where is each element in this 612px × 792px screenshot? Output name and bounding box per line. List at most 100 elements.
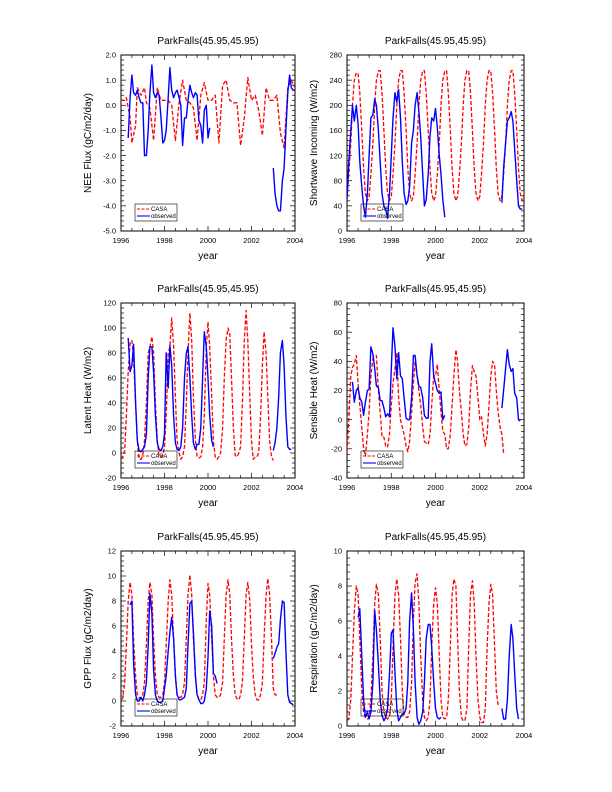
y-tick-label: 120 (329, 151, 342, 160)
legend-label: observed (151, 461, 176, 467)
y-tick-label: -4.0 (103, 202, 116, 211)
x-axis-label: year (426, 746, 446, 757)
y-tick-label: 280 (329, 51, 342, 60)
y-tick-label: 60 (108, 374, 116, 383)
chart-title: ParkFalls(45.95,45.95) (157, 532, 258, 543)
series-line-observed (357, 592, 520, 725)
x-tick-label: 1996 (339, 236, 356, 245)
series-line-observed (351, 327, 521, 422)
y-tick-label: 40 (334, 357, 342, 366)
legend-box (360, 450, 404, 469)
y-tick-label: -2.0 (103, 151, 116, 160)
x-tick-label: 2004 (287, 236, 304, 245)
series-line-casa (347, 573, 499, 724)
x-tick-label: 2002 (243, 731, 260, 740)
legend-box (134, 203, 178, 222)
y-tick-label: 100 (103, 324, 116, 333)
y-tick-label: -20 (331, 445, 342, 454)
y-axis-label: NEE Flux (gC/m2/day) (83, 93, 94, 193)
legend-label: observed (377, 709, 402, 715)
x-tick-label: 1996 (113, 731, 130, 740)
x-tick-label: 1996 (339, 483, 356, 492)
x-tick-label: 1996 (113, 236, 130, 245)
x-axis-label: year (198, 498, 218, 509)
x-tick-label: 2004 (516, 731, 533, 740)
y-axis-label: GPP Flux (gC/m2/day) (83, 588, 94, 688)
series-line-observed (127, 64, 295, 212)
y-tick-label: 12 (108, 547, 116, 556)
x-tick-label: 2004 (287, 483, 304, 492)
y-tick-label: 4 (338, 652, 342, 661)
legend-box (134, 698, 178, 717)
x-tick-label: 2000 (200, 483, 217, 492)
x-tick-label: 1996 (113, 483, 130, 492)
legend-label: CASA (377, 207, 393, 213)
legend-label: observed (377, 214, 402, 220)
y-tick-label: 1.0 (106, 76, 116, 85)
x-tick-label: 2000 (427, 483, 444, 492)
chart-title: ParkFalls(45.95,45.95) (157, 36, 258, 47)
x-tick-label: 1998 (156, 483, 173, 492)
legend-label: CASA (151, 207, 167, 213)
legend-box (360, 203, 404, 222)
y-tick-label: 20 (108, 424, 116, 433)
y-tick-label: 0.0 (106, 101, 116, 110)
legend-label: CASA (377, 454, 393, 460)
x-tick-label: 2002 (471, 731, 488, 740)
y-tick-label: 0 (112, 697, 116, 706)
y-tick-label: 160 (329, 126, 342, 135)
x-axis-label: year (198, 746, 218, 757)
y-axis-label: Respiration (gC/m2/day) (309, 584, 320, 692)
y-tick-label: 10 (334, 547, 342, 556)
series-line-casa (121, 76, 295, 149)
chart-panel-4: ParkFalls(45.95,45.95) 1996 1998 2000 2002 20… (309, 284, 532, 509)
x-tick-label: 1998 (383, 731, 400, 740)
y-tick-label: 0 (338, 722, 342, 731)
y-tick-label: -1.0 (103, 126, 116, 135)
legend-box (360, 698, 404, 717)
y-tick-label: 40 (334, 202, 342, 211)
x-tick-label: 2004 (516, 483, 533, 492)
series-line-casa (121, 309, 274, 461)
chart-title: ParkFalls(45.95,45.95) (385, 532, 486, 543)
y-tick-label: -20 (105, 474, 116, 483)
y-tick-label: 2 (338, 687, 342, 696)
y-tick-label: 10 (108, 572, 116, 581)
y-tick-label: 8 (338, 582, 342, 591)
series-line-observed (129, 592, 294, 706)
chart-title: ParkFalls(45.95,45.95) (157, 284, 258, 295)
legend-label: CASA (151, 702, 167, 708)
y-tick-label: 0 (112, 449, 116, 458)
x-axis-label: year (426, 498, 446, 509)
x-tick-label: 1998 (383, 236, 400, 245)
y-tick-label: -2 (109, 722, 116, 731)
chart-panel-6: ParkFalls(45.95,45.95)1996 1998 2000 2002 20… (309, 532, 532, 757)
y-axis-label: Latent Heat (W/m2) (83, 347, 94, 434)
y-tick-label: -5.0 (103, 227, 116, 236)
chart-panel-1: ParkFalls(45.95,45.95) 1996 1998 2000 2002 20… (83, 36, 303, 262)
y-tick-label: 80 (334, 299, 342, 308)
x-tick-label: 2002 (471, 483, 488, 492)
chart-panel-5: ParkFalls(45.95,45.95) 1996 1998 2000 2002 2 0… (83, 532, 303, 757)
y-tick-label: 60 (334, 328, 342, 337)
x-tick-label: 2002 (471, 236, 488, 245)
y-tick-label: 20 (334, 386, 342, 395)
y-tick-label: 2 (112, 672, 116, 681)
x-tick-label: 1998 (156, 731, 173, 740)
y-axis-label: Sensible Heat (W/m2) (309, 342, 320, 440)
legend-label: CASA (151, 454, 167, 460)
y-tick-label: 4 (112, 647, 116, 656)
x-tick-label: 2004 (516, 236, 533, 245)
y-tick-label: 120 (103, 299, 116, 308)
x-tick-label: 2000 (200, 731, 217, 740)
y-tick-label: 200 (329, 101, 342, 110)
x-tick-label: 2000 (427, 236, 444, 245)
y-tick-label: -3.0 (103, 176, 116, 185)
legend-label: observed (151, 709, 176, 715)
series-line-observed (347, 88, 523, 220)
series-line-casa (347, 70, 524, 202)
x-tick-label: 2000 (427, 731, 444, 740)
y-tick-label: -40 (331, 474, 342, 483)
x-tick-label: 2000 (200, 236, 217, 245)
